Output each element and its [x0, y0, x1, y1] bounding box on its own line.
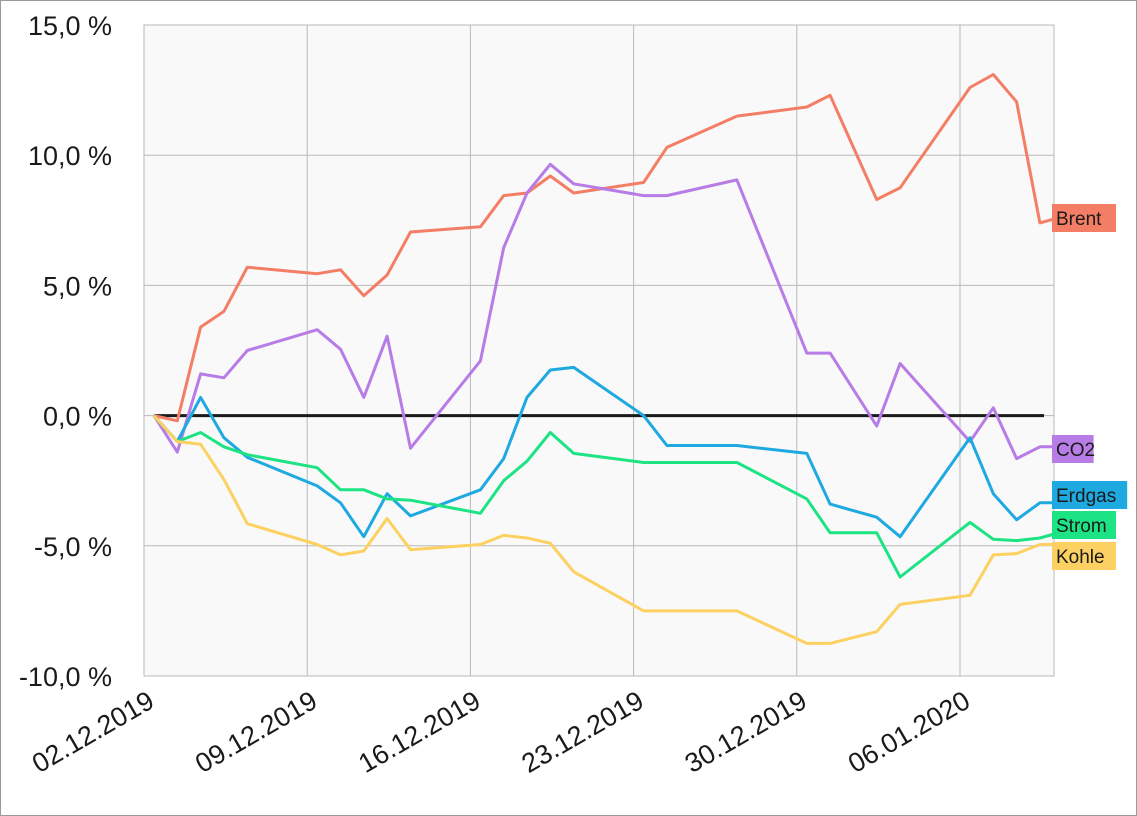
x-tick-label: 16.12.2019	[353, 685, 485, 779]
x-tick-label: 02.12.2019	[27, 685, 159, 779]
series-line-kohle	[152, 414, 1064, 645]
y-tick-label: 15,0 %	[28, 11, 112, 41]
series-line-co2	[152, 162, 1064, 461]
series-label-text: Brent	[1056, 209, 1102, 230]
y-tick-label: 5,0 %	[43, 271, 112, 301]
x-axis-ticks: 02.12.2019 09.12.2019 16.12.2019 23.12.2019…	[27, 685, 975, 779]
series-label-box	[1052, 481, 1128, 509]
series-line-brent	[153, 73, 1064, 423]
y-tick-label: -5,0 %	[34, 532, 112, 562]
x-tick-label: 06.01.2020	[843, 685, 975, 779]
series-label-brent: Brent	[1052, 204, 1116, 232]
series-labels: Brent CO2 Erdgas Strom Kohle	[1052, 204, 1128, 570]
x-tick-label: 23.12.2019	[517, 685, 649, 779]
series-label-co2: CO2	[1052, 435, 1095, 463]
plot-border	[143, 24, 1055, 677]
series-label-erdgas: Erdgas	[1052, 481, 1128, 509]
x-tick-label: 30.12.2019	[680, 685, 812, 779]
y-tick-label: -10,0 %	[19, 662, 112, 692]
series-label-box	[1052, 542, 1116, 570]
series-label-text: CO2	[1056, 440, 1095, 461]
series-label-kohle: Kohle	[1052, 542, 1116, 570]
y-axis-ticks: 15,0 % 10,0 % 5,0 % 0,0 % -5,0 % -10,0 %	[19, 11, 112, 692]
plot-area	[144, 25, 1054, 676]
y-tick-label: 10,0 %	[28, 141, 112, 171]
series-label-box	[1052, 511, 1116, 539]
series-label-text: Kohle	[1056, 547, 1105, 568]
y-tick-label: 0,0 %	[43, 402, 112, 432]
series-label-text: Strom	[1056, 516, 1107, 537]
series-line-erdgas	[152, 365, 1064, 539]
series-line-strom	[152, 414, 1064, 579]
series-label-strom: Strom	[1052, 511, 1116, 539]
series-label-box	[1052, 204, 1116, 232]
series-label-text: Erdgas	[1056, 486, 1116, 507]
x-tick-label: 09.12.2019	[190, 685, 322, 779]
series-layer	[152, 73, 1064, 645]
series-label-box	[1052, 435, 1094, 463]
